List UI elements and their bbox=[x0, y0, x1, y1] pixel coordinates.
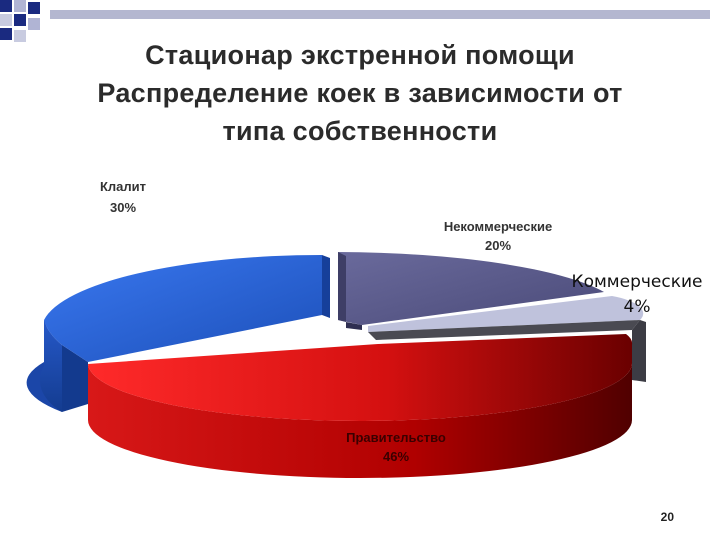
label-government-name: Правительство bbox=[346, 430, 446, 445]
label-commercial-value: 4% bbox=[624, 297, 651, 317]
label-noncommercial-name: Некоммерческие bbox=[444, 219, 552, 234]
label-commercial-name: Коммерческие bbox=[572, 272, 703, 292]
slice-government bbox=[88, 334, 633, 478]
slice-clalit bbox=[26, 254, 330, 412]
title-line-1: Стационар экстренной помощи bbox=[145, 40, 575, 70]
corner-decoration bbox=[0, 0, 710, 42]
title-line-3: типа собственности bbox=[222, 116, 498, 146]
slide-title: Стационар экстренной помощи Распределени… bbox=[30, 36, 690, 150]
label-clalit-name: Клалит bbox=[100, 179, 146, 194]
label-noncommercial-value: 20% bbox=[485, 238, 511, 253]
slice-noncommercial bbox=[338, 252, 604, 330]
slice-commercial bbox=[368, 296, 646, 382]
label-clalit-value: 30% bbox=[110, 200, 136, 215]
label-government-value: 46% bbox=[383, 449, 409, 464]
title-line-2: Распределение коек в зависимости от bbox=[97, 78, 623, 108]
page-number: 20 bbox=[660, 510, 674, 524]
